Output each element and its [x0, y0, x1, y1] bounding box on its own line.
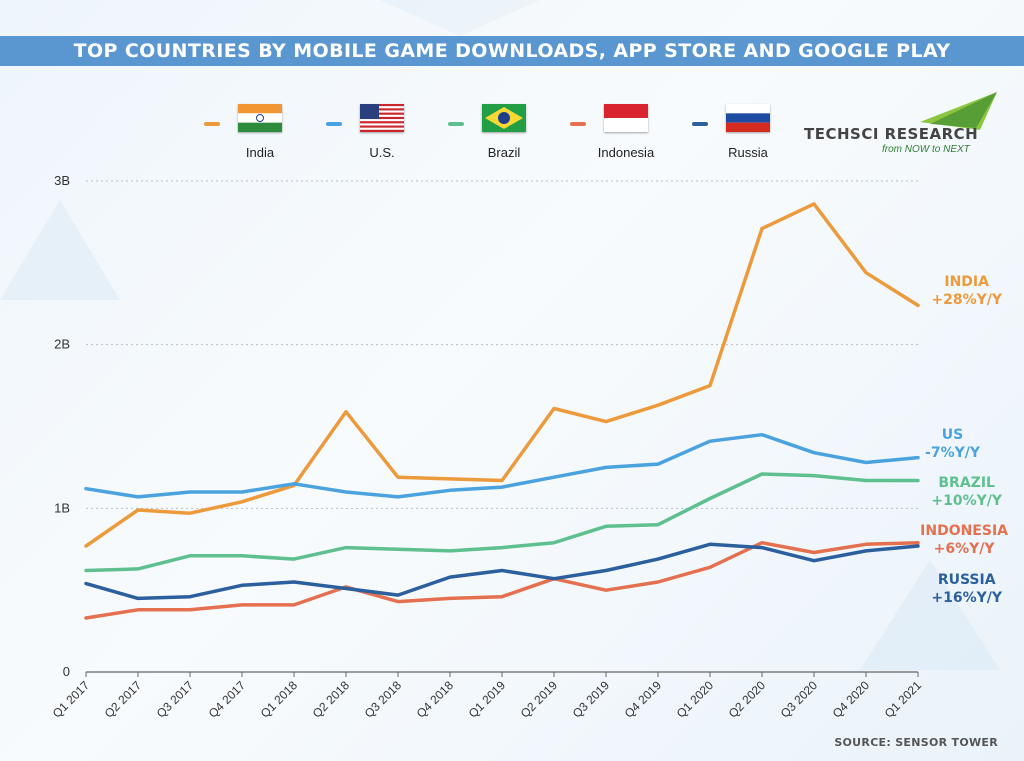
x-tick-label: Q3 2017	[154, 678, 197, 721]
x-tick-label: Q1 2018	[258, 678, 301, 721]
y-tick-label: 2B	[54, 337, 70, 352]
legend-item-brazil: Brazil	[444, 100, 564, 162]
x-tick-label: Q1 2021	[882, 678, 925, 721]
legend-item-indonesia: Indonesia	[566, 100, 686, 162]
legend-label: Russia	[728, 145, 768, 160]
x-tick-label: Q1 2019	[466, 678, 509, 721]
legend-swatch	[204, 122, 220, 126]
x-tick-label: Q3 2018	[362, 678, 405, 721]
x-tick-label: Q4 2017	[206, 678, 249, 721]
end-label-change: +16%Y/Y	[931, 590, 1002, 606]
end-label-change: +28%Y/Y	[931, 292, 1002, 308]
brazil-flag-icon	[482, 104, 526, 132]
end-label-name: US	[941, 427, 964, 443]
russia-flag-icon	[726, 104, 770, 132]
legend-swatch	[570, 122, 586, 126]
end-label-russia: RUSSIA +16%Y/Y	[931, 571, 1002, 607]
background-triangle	[0, 200, 120, 300]
source-note: SOURCE: SENSOR TOWER	[834, 736, 998, 749]
background-triangle	[380, 0, 540, 36]
legend-label: Brazil	[487, 145, 521, 160]
legend-label: India	[245, 145, 275, 160]
end-label-change: +10%Y/Y	[931, 493, 1002, 509]
x-tick-label: Q2 2017	[102, 678, 145, 721]
series-line-india	[84, 202, 920, 548]
logo-text: TECHSCI RESEARCH	[804, 125, 979, 143]
legend-item-russia: Russia	[688, 100, 808, 162]
techsci-logo: TECHSCI RESEARCH from NOW to NEXT	[800, 92, 1000, 158]
us-flag-icon	[360, 104, 404, 132]
legend-swatch	[692, 122, 708, 126]
x-tick-label: Q4 2018	[414, 678, 457, 721]
x-tick-label: Q2 2019	[518, 678, 561, 721]
end-label-name: INDIA	[944, 274, 989, 290]
logo-swoosh-icon	[920, 92, 997, 130]
india-flag-icon	[238, 104, 282, 132]
x-tick-label: Q1 2020	[674, 678, 717, 721]
end-label-change: +6%Y/Y	[933, 541, 995, 557]
x-tick-label: Q3 2019	[570, 678, 613, 721]
series-line-us	[84, 432, 920, 499]
x-tick-label: Q4 2019	[622, 678, 665, 721]
end-label-change: -7%Y/Y	[925, 445, 980, 461]
x-tick-label: Q1 2017	[50, 678, 93, 721]
legend-item-india: India	[200, 100, 320, 162]
series-line-brazil	[84, 472, 920, 573]
legend-label: U.S.	[369, 145, 395, 160]
legend-swatch	[326, 122, 342, 126]
end-label-name: RUSSIA	[937, 572, 996, 588]
x-tick-label: Q4 2020	[830, 678, 873, 721]
x-tick-label: Q3 2020	[778, 678, 821, 721]
end-label-name: BRAZIL	[938, 475, 995, 491]
logo-tagline: from NOW to NEXT	[882, 144, 970, 155]
y-tick-label: 1B	[54, 500, 70, 515]
end-label-brazil: BRAZIL +10%Y/Y	[931, 474, 1002, 510]
indonesia-flag-icon	[604, 104, 648, 132]
end-label-india: INDIA +28%Y/Y	[931, 273, 1002, 309]
background-triangle	[860, 560, 1000, 670]
legend-label: Indonesia	[597, 145, 655, 160]
chart-title: TOP COUNTRIES BY MOBILE GAME DOWNLOADS, …	[0, 36, 1024, 66]
y-tick-label: 3B	[54, 173, 70, 188]
end-label-indonesia: INDONESIA +6%Y/Y	[920, 522, 1008, 558]
end-label-name: INDONESIA	[920, 523, 1008, 539]
x-tick-label: Q2 2018	[310, 678, 353, 721]
series-line-russia	[84, 542, 920, 601]
legend-item-us: U.S.	[322, 100, 442, 162]
legend-swatch	[448, 122, 464, 126]
series-line-indonesia	[84, 540, 920, 620]
x-tick-label: Q2 2020	[726, 678, 769, 721]
end-label-us: US -7%Y/Y	[925, 426, 980, 462]
y-tick-label: 0	[63, 664, 70, 679]
